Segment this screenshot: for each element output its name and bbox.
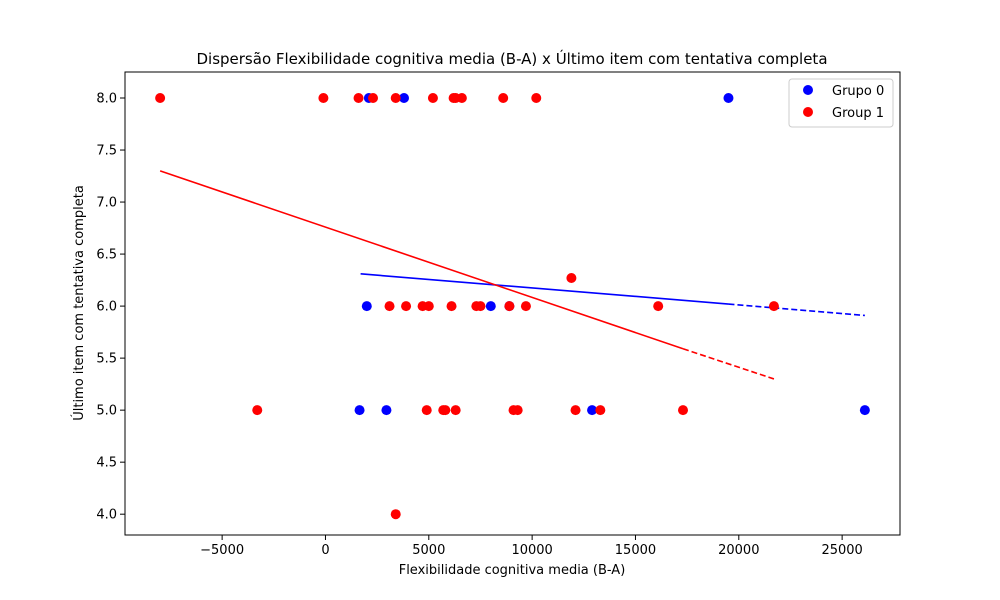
trend-extension-series-0: [728, 303, 865, 317]
x-tick-label: 5000: [412, 543, 445, 558]
data-point-series-1: [566, 273, 577, 284]
legend-label-group-1: Group 1: [832, 106, 884, 121]
legend-box: [788, 78, 894, 128]
data-point-series-1: [446, 301, 457, 312]
y-tick-label: 5.5: [96, 352, 117, 367]
trend-extension-series-1: [682, 348, 775, 380]
y-tick-label: 7.0: [96, 196, 117, 211]
y-tick-label: 7.5: [96, 144, 117, 159]
y-axis-label: Último item com tentativa completa: [71, 185, 87, 421]
trend-line-series-1: [159, 170, 684, 350]
data-point-series-1: [427, 93, 438, 104]
data-point-series-0: [587, 405, 598, 416]
data-point-series-1: [678, 405, 688, 416]
data-point-series-1: [318, 93, 329, 104]
data-point-series-1: [595, 405, 606, 416]
data-point-series-1: [390, 93, 401, 104]
x-tick-label: 15000: [615, 543, 656, 558]
data-point-series-0: [723, 93, 734, 104]
x-tick-label: 10000: [511, 543, 552, 558]
trend-line-series-0: [360, 273, 729, 305]
data-point-series-1: [353, 93, 364, 104]
data-point-series-1: [440, 405, 451, 416]
data-point-series-0: [381, 405, 392, 416]
data-point-series-1: [520, 301, 531, 312]
data-point-series-1: [475, 301, 486, 312]
data-point-series-1: [450, 405, 461, 416]
data-point-series-1: [390, 509, 401, 520]
data-point-series-1: [401, 301, 412, 312]
x-tick-label: 20000: [718, 543, 759, 558]
legend-marker-grupo-0: [803, 85, 813, 95]
legend-label-grupo-0: Grupo 0: [832, 84, 884, 99]
data-point-series-1: [155, 93, 166, 104]
trend-lines: [159, 170, 865, 380]
data-point-series-1: [570, 405, 581, 416]
x-axis-ticks: −5000 0 5000 10000 15000 20000 25000: [200, 535, 863, 558]
y-tick-label: 4.5: [96, 456, 117, 471]
y-tick-label: 4.0: [96, 508, 117, 523]
data-point-series-1: [498, 93, 509, 104]
data-point-series-1: [252, 405, 263, 416]
y-tick-label: 6.0: [96, 300, 117, 315]
data-point-series-1: [456, 93, 467, 104]
legend: Grupo 0 Group 1: [788, 78, 894, 128]
data-point-series-0: [859, 405, 870, 416]
data-point-series-1: [423, 301, 434, 312]
data-point-series-1: [384, 301, 395, 312]
x-tick-label: −5000: [200, 543, 244, 558]
data-point-series-0: [399, 93, 409, 104]
x-tick-label: 0: [321, 543, 329, 558]
plot-frame: [124, 71, 901, 536]
y-tick-label: 8.0: [96, 92, 117, 107]
data-point-series-1: [421, 405, 432, 416]
chart-title: Dispersão Flexibilidade cognitiva media …: [196, 49, 827, 68]
data-point-series-0: [485, 301, 496, 312]
data-point-series-1: [512, 405, 523, 416]
data-points: [155, 93, 870, 520]
plot-area: [124, 71, 901, 536]
data-point-series-1: [368, 93, 378, 104]
data-point-series-1: [504, 301, 515, 312]
data-point-series-1: [768, 301, 779, 312]
x-axis-label: Flexibilidade cognitiva media (B-A): [399, 563, 626, 578]
y-axis-ticks: 4.0 4.5 5.0 5.5 6.0 6.5 7.0 7.5 8.0: [96, 92, 125, 523]
data-point-series-1: [531, 93, 542, 104]
data-point-series-1: [653, 301, 664, 312]
x-tick-label: 25000: [821, 543, 862, 558]
y-tick-label: 6.5: [96, 248, 117, 263]
data-point-series-0: [361, 301, 372, 312]
data-point-series-0: [354, 405, 365, 416]
legend-marker-group-1: [803, 107, 813, 117]
y-tick-label: 5.0: [96, 404, 117, 419]
